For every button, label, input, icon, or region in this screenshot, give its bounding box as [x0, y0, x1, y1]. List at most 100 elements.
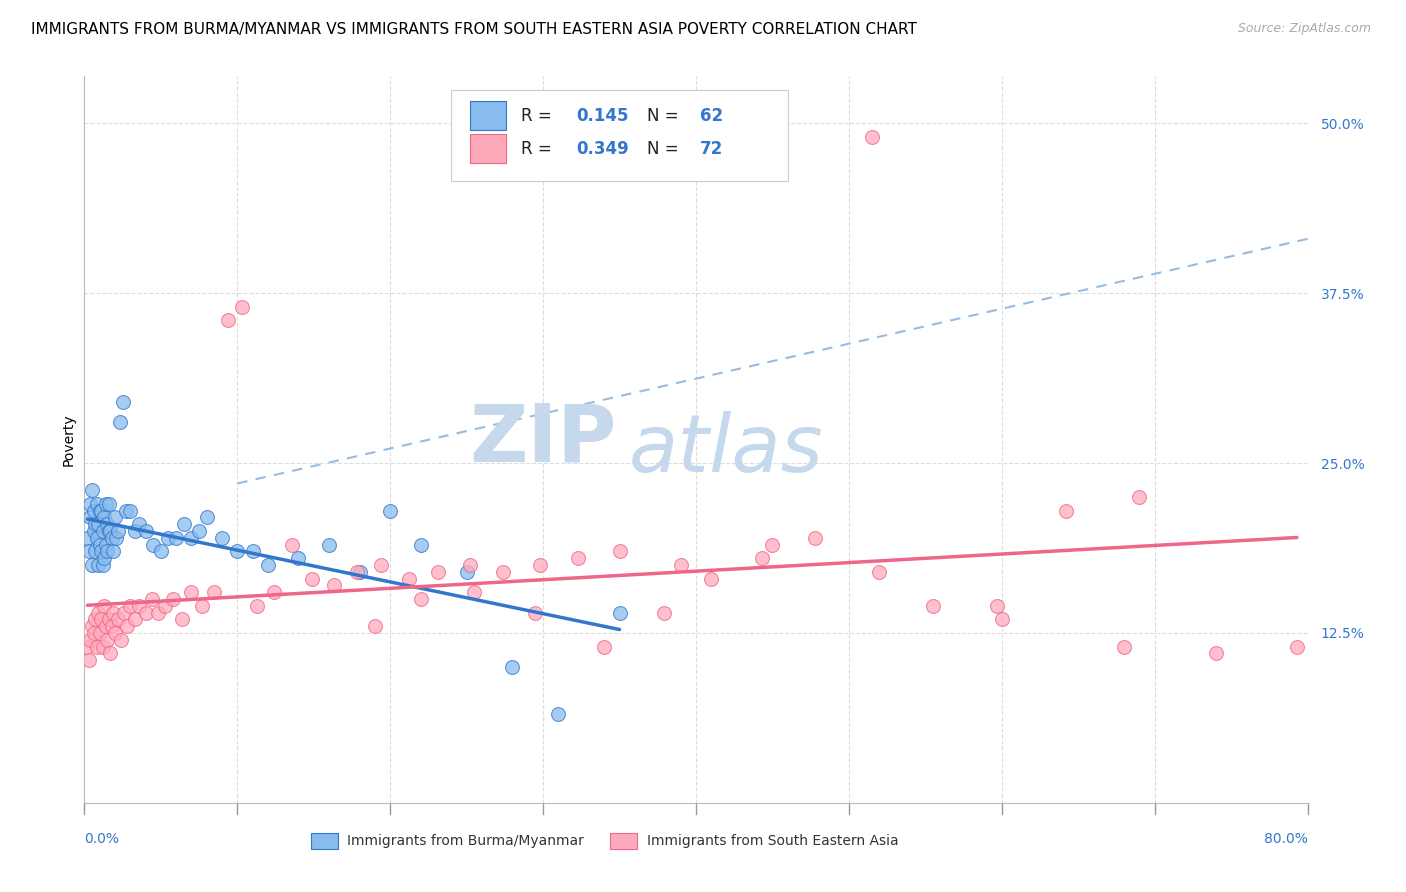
Point	[669, 558, 692, 572]
Point	[364, 619, 387, 633]
Point	[492, 565, 515, 579]
Point	[77, 544, 100, 558]
Text: Source: ZipAtlas.com: Source: ZipAtlas.com	[1237, 22, 1371, 36]
FancyBboxPatch shape	[311, 832, 337, 848]
Text: R =: R =	[522, 107, 557, 125]
Point	[547, 707, 569, 722]
Point	[318, 538, 340, 552]
Point	[1285, 640, 1308, 654]
Point	[922, 599, 945, 613]
Text: 0.145: 0.145	[576, 107, 628, 125]
Point	[80, 619, 103, 633]
Point	[83, 626, 105, 640]
Text: ZIP: ZIP	[470, 401, 616, 478]
Point	[322, 578, 344, 592]
Point	[107, 524, 129, 538]
Point	[458, 558, 481, 572]
Point	[86, 640, 108, 654]
Point	[860, 130, 883, 145]
Point	[83, 524, 105, 538]
Point	[128, 517, 150, 532]
Point	[86, 531, 108, 545]
Point	[409, 538, 432, 552]
Text: 62: 62	[700, 107, 723, 125]
Point	[103, 544, 125, 558]
Point	[986, 599, 1008, 613]
Point	[98, 524, 121, 538]
Point	[104, 626, 127, 640]
Point	[804, 531, 827, 545]
Y-axis label: Poverty: Poverty	[62, 413, 76, 466]
Point	[110, 632, 132, 647]
FancyBboxPatch shape	[470, 102, 506, 130]
Point	[287, 551, 309, 566]
Point	[301, 572, 323, 586]
Text: N =: N =	[647, 139, 683, 158]
Point	[120, 599, 142, 613]
Point	[87, 517, 110, 532]
Point	[94, 497, 117, 511]
Point	[609, 544, 631, 558]
Point	[91, 524, 114, 538]
Point	[162, 591, 184, 606]
Point	[180, 531, 202, 545]
Point	[86, 497, 108, 511]
Point	[93, 599, 115, 613]
Point	[128, 599, 150, 613]
Point	[97, 612, 120, 626]
FancyBboxPatch shape	[610, 832, 637, 848]
Point	[96, 632, 118, 647]
Point	[84, 612, 107, 626]
FancyBboxPatch shape	[451, 90, 787, 181]
Point	[502, 660, 524, 674]
Text: Immigrants from Burma/Myanmar: Immigrants from Burma/Myanmar	[347, 834, 585, 847]
Point	[349, 565, 371, 579]
Point	[124, 612, 146, 626]
Point	[77, 653, 100, 667]
Point	[96, 517, 118, 532]
Point	[79, 497, 101, 511]
Point	[115, 619, 138, 633]
Point	[180, 585, 202, 599]
Point	[398, 572, 420, 586]
Point	[281, 538, 304, 552]
Text: IMMIGRANTS FROM BURMA/MYANMAR VS IMMIGRANTS FROM SOUTH EASTERN ASIA POVERTY CORR: IMMIGRANTS FROM BURMA/MYANMAR VS IMMIGRA…	[31, 22, 917, 37]
Point	[114, 503, 136, 517]
Point	[91, 558, 114, 572]
Point	[90, 503, 112, 517]
Point	[155, 599, 177, 613]
Point	[107, 612, 129, 626]
Text: 0.0%: 0.0%	[84, 832, 120, 846]
Point	[869, 565, 891, 579]
Point	[80, 558, 103, 572]
Point	[135, 606, 157, 620]
Point	[89, 503, 111, 517]
Point	[761, 538, 783, 552]
Point	[89, 538, 111, 552]
Point	[111, 395, 134, 409]
Point	[409, 591, 432, 606]
Point	[94, 538, 117, 552]
Point	[529, 558, 551, 572]
Point	[146, 606, 169, 620]
Point	[165, 531, 187, 545]
Point	[652, 606, 675, 620]
Point	[524, 606, 547, 620]
Point	[97, 497, 120, 511]
Text: R =: R =	[522, 139, 557, 158]
Point	[89, 626, 111, 640]
Text: 80.0%: 80.0%	[1264, 832, 1308, 846]
Point	[380, 503, 402, 517]
Text: N =: N =	[647, 107, 683, 125]
Point	[80, 483, 103, 498]
Point	[103, 606, 125, 620]
Point	[217, 313, 239, 327]
Point	[141, 591, 163, 606]
Text: Immigrants from South Eastern Asia: Immigrants from South Eastern Asia	[647, 834, 898, 847]
Point	[87, 558, 110, 572]
Point	[142, 538, 165, 552]
Point	[751, 551, 773, 566]
Point	[157, 531, 180, 545]
Point	[84, 544, 107, 558]
Point	[191, 599, 214, 613]
